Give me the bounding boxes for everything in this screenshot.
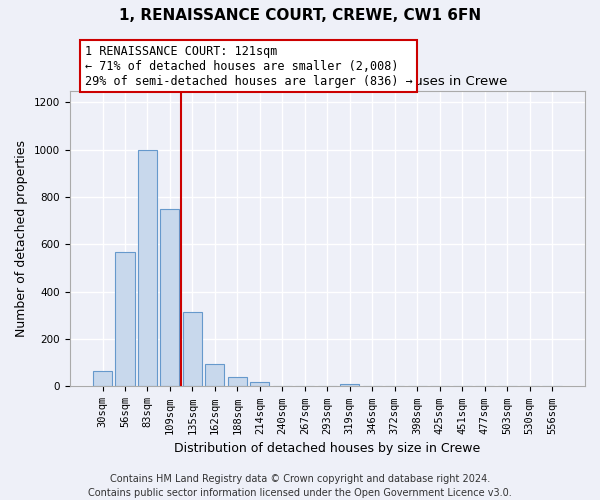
Text: 1 RENAISSANCE COURT: 121sqm
← 71% of detached houses are smaller (2,008)
29% of : 1 RENAISSANCE COURT: 121sqm ← 71% of det… (85, 44, 413, 88)
Bar (138, 150, 157, 386)
Bar (93, 371, 112, 386)
Y-axis label: Number of detached properties: Number of detached properties (15, 140, 28, 337)
X-axis label: Distribution of detached houses by size in Crewe: Distribution of detached houses by size … (174, 442, 481, 455)
Bar (205, 364, 224, 386)
Bar (115, 252, 134, 386)
Text: Contains HM Land Registry data © Crown copyright and database right 2024.
Contai: Contains HM Land Registry data © Crown c… (88, 474, 512, 498)
Bar (160, 209, 179, 386)
Bar (250, 382, 269, 386)
Bar (340, 384, 359, 386)
Bar (228, 378, 247, 386)
Bar (183, 312, 202, 386)
Title: Size of property relative to detached houses in Crewe: Size of property relative to detached ho… (148, 75, 507, 88)
Text: 1, RENAISSANCE COURT, CREWE, CW1 6FN: 1, RENAISSANCE COURT, CREWE, CW1 6FN (119, 8, 481, 22)
